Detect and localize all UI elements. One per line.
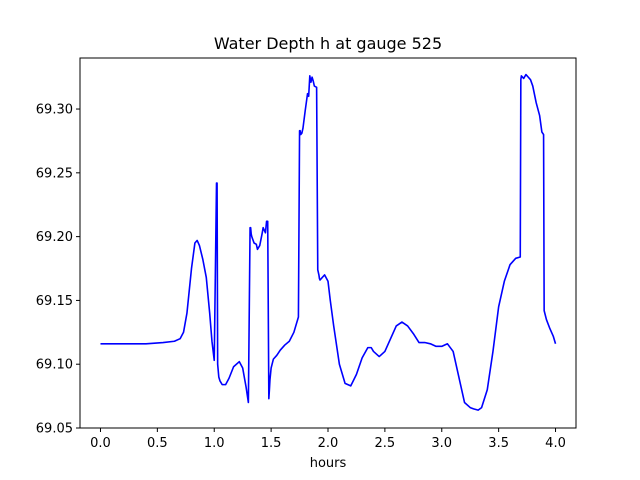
series-layer bbox=[100, 73, 557, 411]
y-tick-label: 69.25 bbox=[36, 166, 73, 181]
x-tick-label: 1.5 bbox=[261, 436, 282, 451]
x-tick-label: 1.0 bbox=[204, 436, 225, 451]
y-axis: 69.05 69.10 69.15 69.20 69.25 69.30 bbox=[36, 103, 80, 437]
series-line-0 bbox=[100, 73, 557, 411]
x-tick-label: 4.0 bbox=[545, 436, 566, 451]
x-axis: 0.0 0.5 1.0 1.5 2.0 2.5 3.0 3.5 4.0 bbox=[90, 428, 566, 451]
x-tick-label: 2.5 bbox=[375, 436, 396, 451]
x-tick-label: 2.0 bbox=[318, 436, 339, 451]
x-tick-label: 0.5 bbox=[147, 436, 168, 451]
y-tick-label: 69.20 bbox=[36, 230, 73, 245]
x-tick-label: 3.5 bbox=[488, 436, 509, 451]
chart-title: Water Depth h at gauge 525 bbox=[214, 34, 442, 53]
y-tick-label: 69.30 bbox=[36, 103, 73, 118]
x-axis-label: hours bbox=[310, 456, 347, 471]
plot-background bbox=[80, 58, 576, 428]
y-tick-label: 69.05 bbox=[36, 422, 73, 437]
y-tick-label: 69.15 bbox=[36, 294, 73, 309]
y-tick-label: 69.10 bbox=[36, 358, 73, 373]
x-tick-label: 0.0 bbox=[90, 436, 111, 451]
x-tick-label: 3.0 bbox=[431, 436, 452, 451]
